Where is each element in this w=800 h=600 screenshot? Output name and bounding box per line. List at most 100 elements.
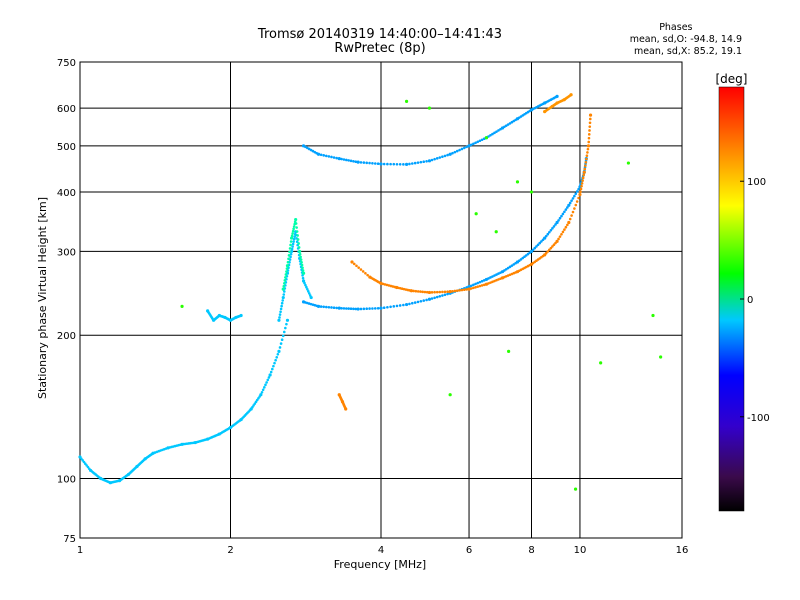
data-point [332,306,336,310]
data-point [395,162,399,166]
data-point [571,210,575,214]
data-point [467,144,471,148]
data-point [448,290,452,294]
data-point [295,226,298,229]
x-tick-label: 10 [574,545,587,556]
data-point [349,159,353,163]
data-point [569,93,573,97]
data-point [376,162,380,166]
data-point [292,237,296,241]
data-point [568,201,572,205]
x-axis-label: Frequency [MHz] [334,558,426,571]
x-tick-label: 1 [77,545,83,556]
data-point [493,279,496,283]
data-point [478,139,482,143]
data-point [354,160,358,164]
data-point [290,234,294,238]
data-point [469,143,473,147]
y-tick-label: 300 [57,247,76,258]
data-point [340,306,343,310]
data-point [535,245,538,248]
data-point [472,286,475,290]
data-point [416,161,420,164]
data-point [362,161,366,164]
data-point [548,248,551,252]
data-point [291,245,294,248]
data-point [347,159,350,162]
data-point [561,230,565,234]
data-point [274,358,277,362]
data-point [587,136,591,140]
data-point [285,322,288,326]
data-point [487,277,490,280]
x-tick-label: 4 [378,545,384,556]
data-point [319,153,323,157]
data-point [506,266,510,270]
data-point [474,212,478,216]
data-point [361,270,365,273]
data-point [392,305,396,308]
data-point [382,162,386,166]
data-point [273,361,276,365]
data-point [487,282,490,285]
y-tick-label: 600 [57,104,76,115]
data-point [561,212,565,216]
data-point [301,271,306,275]
data-point [299,255,302,259]
data-point [491,275,494,278]
data-point [443,154,447,158]
data-point [433,157,436,161]
y-tick-label: 400 [57,188,76,199]
data-point [283,281,286,285]
data-point [352,307,355,311]
data-point [551,245,554,248]
data-point [289,240,293,243]
data-point [448,393,452,397]
data-point [465,286,468,289]
data-point [319,305,323,308]
data-point [298,249,302,254]
data-point [306,287,309,291]
data-point [413,161,417,165]
data-point [557,219,560,222]
data-point [373,307,377,310]
data-point [261,388,265,392]
data-point [324,154,328,158]
data-point [587,133,591,136]
data-point [588,121,592,125]
colorbar-tick-label: 100 [747,177,766,188]
data-point [453,289,457,293]
data-point [278,316,281,319]
data-point [279,342,283,345]
data-point [280,301,284,305]
data-point [548,230,551,234]
data-point [467,287,471,291]
data-point [577,187,580,191]
data-point [395,304,399,308]
data-point [567,203,571,207]
data-point [402,163,405,166]
data-point [419,299,423,303]
data-point [282,293,286,296]
data-point [301,266,304,270]
data-point [422,299,426,302]
data-point [260,390,264,394]
data-point [327,305,331,309]
colorbar-tick-label: 0 [747,295,753,306]
data-point [342,158,346,161]
data-point [427,106,432,110]
data-point [301,276,305,280]
data-point [480,138,484,142]
data-point [493,274,496,277]
data-point [297,246,301,249]
data-point [491,280,494,284]
phases-title: Phases [659,22,693,33]
data-point [278,313,282,316]
data-point [337,157,341,161]
data-point [281,334,285,338]
colorbar-tick-label: -100 [747,413,770,424]
data-point [279,310,282,314]
data-point [292,240,295,243]
data-point [497,272,500,275]
data-points [78,93,663,491]
